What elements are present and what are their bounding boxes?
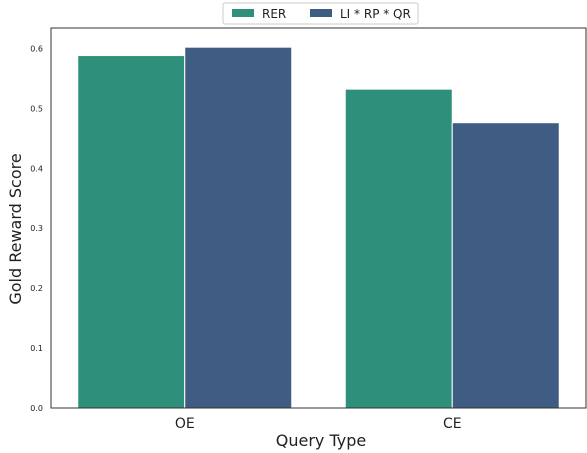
y-tick-label: 0.2 <box>30 284 43 293</box>
y-tick-label: 0.4 <box>30 164 43 173</box>
y-tick-label: 0.0 <box>30 404 43 413</box>
x-axis-title: Query Type <box>276 431 366 450</box>
bar-ce-li-rp-qr <box>451 122 560 409</box>
plot-frame <box>50 27 587 409</box>
bar-ce-rer <box>344 88 453 409</box>
legend: RER LI * RP * QR <box>222 2 419 25</box>
y-tick-label: 0.1 <box>30 344 43 353</box>
y-axis-ticks: 0.0 0.1 0.2 0.3 0.4 0.5 0.6 <box>30 44 43 413</box>
bars <box>77 46 560 409</box>
legend-label-li-rp-qr: LI * RP * QR <box>340 7 411 21</box>
y-axis-title: Gold Reward Score <box>6 153 25 304</box>
legend-swatch-rer <box>232 9 254 17</box>
legend-label-rer: RER <box>262 7 286 21</box>
bar-oe-li-rp-qr <box>184 46 293 409</box>
bar-oe-rer <box>77 55 186 409</box>
x-tick-label-ce: CE <box>443 416 462 432</box>
y-tick-label: 0.3 <box>30 224 43 233</box>
legend-swatch-li-rp-qr <box>310 9 332 17</box>
x-tick-label-oe: OE <box>175 416 195 432</box>
y-tick-label: 0.5 <box>30 104 43 113</box>
y-tick-label: 0.6 <box>30 44 43 53</box>
x-axis-ticks: OE CE <box>175 416 462 432</box>
